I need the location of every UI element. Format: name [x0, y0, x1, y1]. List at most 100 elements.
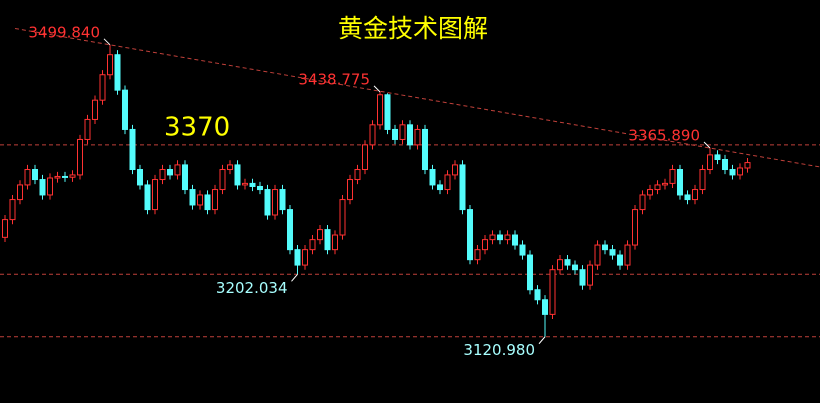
candle-body	[174, 164, 181, 176]
candles	[2, 44, 751, 337]
candle-body	[47, 177, 53, 196]
candle-body	[392, 128, 398, 140]
candle-body	[159, 169, 166, 181]
candle-body	[654, 184, 661, 191]
candle-body	[399, 124, 406, 140]
candle-body	[422, 128, 428, 171]
candle-body	[549, 269, 556, 315]
annotation-arrow	[538, 336, 546, 345]
annotation-arrow	[373, 85, 381, 93]
candle-body	[84, 118, 91, 140]
candle-body	[317, 229, 323, 241]
candle-body	[714, 154, 721, 161]
annotation-label: 3202.034	[216, 279, 288, 297]
candle-body	[617, 254, 623, 266]
candle-body	[482, 239, 488, 251]
candle-body	[722, 159, 728, 171]
candle-body	[189, 189, 196, 206]
candle-body	[129, 128, 136, 171]
candle-body	[234, 164, 241, 186]
candle-body	[444, 174, 451, 191]
candle-body	[32, 169, 38, 181]
candle-body	[534, 289, 541, 301]
candle-body	[744, 162, 751, 169]
annotation-label: 3438.775	[298, 70, 370, 88]
candle-body	[414, 128, 421, 146]
candle-body	[624, 244, 631, 266]
candle-body	[377, 94, 383, 126]
candle-body	[452, 164, 458, 176]
candle-body	[219, 169, 226, 191]
candle-body	[564, 259, 571, 266]
candle-body	[512, 234, 518, 246]
candle-body	[572, 264, 578, 271]
candle-body	[39, 179, 46, 196]
candle-body	[557, 259, 563, 271]
annotation-arrow	[291, 273, 298, 282]
candle-body	[24, 169, 31, 186]
candle-body	[594, 244, 601, 266]
candle-body	[257, 185, 263, 191]
annotation-label: 3365.890	[628, 127, 700, 145]
candle-body	[62, 175, 68, 178]
candle-body	[504, 234, 511, 241]
candle-body	[639, 194, 646, 211]
candle-body	[204, 194, 211, 211]
candle-body	[302, 249, 308, 266]
candle-body	[152, 179, 158, 211]
candle-body	[737, 167, 743, 176]
candle-body	[459, 164, 466, 211]
annotation-arrow	[103, 38, 111, 46]
candle-body	[54, 175, 61, 179]
annotation-label: 3120.980	[463, 341, 535, 359]
candle-body	[384, 94, 391, 130]
candle-body	[182, 164, 188, 191]
candle-body	[114, 54, 121, 91]
candle-body	[279, 189, 286, 211]
candle-body	[684, 194, 691, 201]
candle-body	[527, 254, 533, 291]
level-label: 3370	[164, 113, 230, 143]
candle-body	[264, 189, 271, 216]
candle-body	[467, 209, 473, 261]
candle-body	[9, 199, 16, 221]
candle-body	[542, 299, 548, 315]
candle-body	[212, 189, 218, 211]
candle-body	[242, 182, 248, 186]
candle-body	[69, 174, 76, 178]
candle-body	[122, 89, 128, 130]
candle-body	[692, 189, 698, 201]
annotation-label: 3499.840	[28, 23, 100, 41]
candle-body	[362, 144, 368, 171]
candle-body	[669, 169, 676, 184]
candle-body	[197, 194, 203, 206]
candle-body	[407, 124, 413, 146]
candle-body	[227, 164, 233, 171]
candle-body	[107, 54, 113, 76]
candle-body	[489, 234, 496, 241]
candle-body	[632, 209, 638, 246]
candle-body	[332, 234, 338, 251]
candle-body	[519, 244, 526, 256]
candle-body	[497, 234, 503, 241]
candle-body	[99, 74, 106, 101]
chart-title: 黄金技术图解	[338, 14, 488, 43]
candle-body	[587, 264, 593, 286]
candle-body	[324, 229, 331, 251]
candle-body	[662, 182, 668, 186]
candle-body	[144, 184, 151, 211]
candle-body	[602, 244, 608, 251]
candle-body	[729, 169, 736, 176]
candle-body	[579, 269, 586, 286]
candle-body	[167, 169, 173, 176]
candle-body	[77, 138, 83, 176]
annotation-arrow	[703, 141, 711, 149]
candle-body	[309, 239, 316, 251]
candle-body	[429, 169, 436, 186]
candle-body	[137, 169, 143, 186]
candle-body	[699, 169, 706, 191]
candle-body	[17, 184, 23, 201]
